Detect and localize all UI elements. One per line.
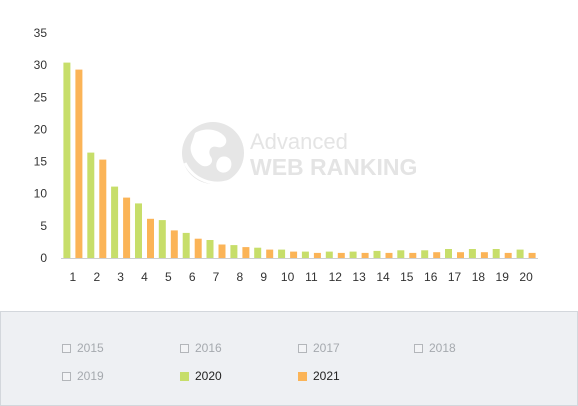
legend-item-2016[interactable]: 2016	[180, 341, 222, 355]
bar-2021-1[interactable]	[75, 69, 83, 258]
x-tick-label: 8	[237, 270, 244, 284]
legend-label: 2017	[313, 341, 340, 355]
y-tick-label: 35	[34, 26, 48, 40]
bar-2021-6[interactable]	[194, 238, 202, 258]
x-tick-label: 10	[281, 270, 295, 284]
bar-2021-18[interactable]	[480, 252, 488, 258]
x-tick-label: 13	[352, 270, 366, 284]
bar-2020-17[interactable]	[445, 249, 452, 258]
bar-2020-10[interactable]	[278, 249, 286, 258]
x-tick-label: 16	[424, 270, 438, 284]
legend-checkbox-icon	[298, 343, 307, 353]
y-tick-label: 20	[34, 122, 48, 136]
legend-label: 2021	[313, 369, 340, 383]
x-tick-label: 9	[260, 270, 267, 284]
bar-2020-5[interactable]	[158, 220, 166, 258]
y-tick-label: 30	[34, 58, 48, 72]
bar-2020-15[interactable]	[397, 250, 405, 258]
legend-swatch-2020	[180, 371, 189, 381]
x-tick-label: 7	[213, 270, 220, 284]
legend-label: 2018	[429, 341, 456, 355]
bar-2020-14[interactable]	[373, 250, 381, 258]
legend-checkbox-icon	[180, 343, 189, 353]
bar-2020-11[interactable]	[301, 251, 309, 258]
bar-2020-16[interactable]	[421, 250, 429, 258]
bar-2020-1[interactable]	[63, 62, 71, 258]
legend-label: 2020	[195, 369, 222, 383]
bar-2021-13[interactable]	[361, 252, 369, 258]
watermark: Advanced WEB RANKING	[182, 122, 417, 185]
bar-2021-10[interactable]	[290, 251, 298, 258]
bar-2020-3[interactable]	[111, 186, 119, 258]
x-tick-label: 17	[448, 270, 462, 284]
x-tick-label: 15	[400, 270, 414, 284]
legend-item-2017[interactable]: 2017	[298, 341, 340, 355]
bar-2021-8[interactable]	[242, 247, 250, 258]
y-axis-ticks: 0 5 10 15 20 25 30 35	[34, 26, 48, 265]
legend-checkbox-icon	[62, 371, 71, 381]
legend-item-2019[interactable]: 2019	[62, 369, 104, 383]
bar-2020-12[interactable]	[325, 251, 333, 258]
y-tick-label: 10	[34, 187, 48, 201]
bar-2020-6[interactable]	[182, 232, 190, 258]
x-tick-label: 2	[93, 270, 100, 284]
x-tick-label: 4	[141, 270, 148, 284]
bar-2021-2[interactable]	[99, 159, 107, 258]
x-tick-label: 5	[165, 270, 172, 284]
x-tick-label: 3	[117, 270, 124, 284]
legend-item-2018[interactable]: 2018	[414, 341, 456, 355]
legend-item-2021[interactable]: 2021	[298, 369, 340, 383]
bar-2020-20[interactable]	[516, 249, 524, 258]
x-tick-label: 1	[70, 270, 77, 284]
bar-2020-18[interactable]	[468, 249, 476, 258]
watermark-line1: Advanced	[250, 129, 348, 154]
bar-2021-4[interactable]	[147, 218, 154, 258]
legend-checkbox-icon	[62, 343, 71, 353]
x-tick-label: 11	[305, 270, 318, 284]
bar-2020-7[interactable]	[206, 240, 214, 258]
bar-2021-5[interactable]	[170, 230, 178, 258]
y-tick-label: 15	[34, 155, 48, 169]
x-tick-label: 14	[376, 270, 390, 284]
globe-icon	[182, 122, 244, 185]
bar-2021-3[interactable]	[123, 197, 131, 258]
bar-2020-19[interactable]	[492, 249, 500, 258]
bars	[63, 62, 536, 259]
x-tick-label: 19	[496, 270, 510, 284]
x-tick-label: 18	[472, 270, 486, 284]
legend-label: 2015	[77, 341, 104, 355]
x-tick-label: 20	[519, 270, 533, 284]
bar-2021-16[interactable]	[433, 252, 441, 258]
y-tick-label: 5	[40, 219, 47, 233]
bar-2021-12[interactable]	[337, 252, 345, 258]
legend-panel: 2015 2016 2017 2018 2019 2020 2021	[0, 311, 578, 406]
legend-swatch-2021	[298, 371, 307, 381]
bar-2020-13[interactable]	[349, 251, 357, 258]
legend-label: 2016	[195, 341, 222, 355]
bar-2021-15[interactable]	[409, 252, 417, 258]
bar-2020-9[interactable]	[254, 247, 262, 258]
x-axis-ticks: 1 2 3 4 5 6 7 8 9 10 11 12 13 14 15 16 17 18 19 20	[70, 270, 534, 284]
bar-2021-9[interactable]	[266, 249, 274, 258]
x-tick-label: 12	[329, 270, 343, 284]
x-tick-label: 6	[189, 270, 196, 284]
bar-2021-7[interactable]	[218, 244, 226, 259]
legend-label: 2019	[77, 369, 104, 383]
bar-2020-2[interactable]	[87, 152, 95, 258]
y-tick-label: 25	[34, 90, 48, 104]
watermark-line2: WEB RANKING	[250, 154, 417, 180]
bar-2021-14[interactable]	[385, 252, 393, 258]
bar-2021-11[interactable]	[313, 252, 321, 258]
bar-2020-4[interactable]	[135, 203, 142, 258]
bar-2021-17[interactable]	[457, 252, 464, 258]
y-tick-label: 0	[40, 251, 47, 265]
bar-2021-19[interactable]	[504, 252, 512, 258]
legend-item-2015[interactable]: 2015	[62, 341, 104, 355]
legend-checkbox-icon	[414, 343, 423, 353]
legend-item-2020[interactable]: 2020	[180, 369, 222, 383]
bar-2021-20[interactable]	[528, 252, 536, 258]
bar-2020-8[interactable]	[230, 245, 238, 258]
